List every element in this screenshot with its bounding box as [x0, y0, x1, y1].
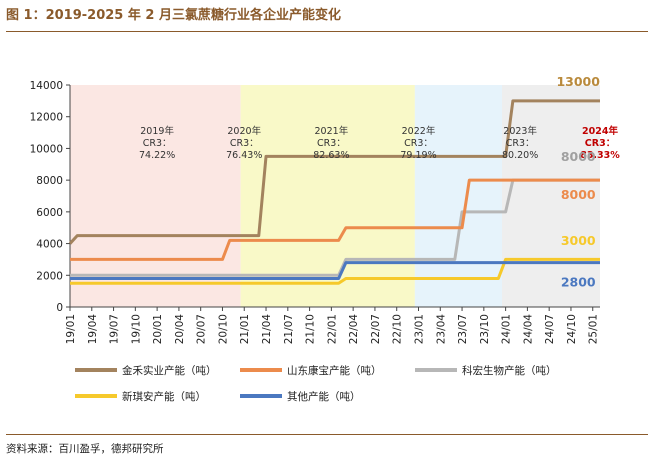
x-tick-label: 25/01	[588, 314, 600, 344]
series-line-3	[70, 178, 600, 277]
x-tick-label: 21/07	[283, 314, 295, 344]
cr3-annotation-6-line-2: CR3：	[585, 138, 615, 149]
x-tick-label: 21/01	[239, 314, 251, 344]
cr3-annotation-2-line-3: 76.43%	[226, 150, 262, 161]
series-line-2	[70, 178, 600, 261]
value-label-5: 2800	[561, 274, 596, 289]
x-tick-label: 22/10	[392, 314, 404, 344]
y-tick-label: 6000	[36, 207, 63, 219]
x-tick-label: 21/10	[305, 314, 317, 344]
y-tick-label: 2000	[36, 270, 63, 282]
series-line-4	[70, 257, 600, 285]
x-tick-label: 20/07	[196, 314, 208, 344]
y-tick-label: 8000	[36, 175, 63, 187]
cr3-annotation-5-line-3: 80.20%	[502, 150, 538, 161]
x-tick-label: 22/01	[326, 314, 338, 344]
cr3-annotation-6-line-1: 2024年	[582, 125, 618, 137]
cr3-annotation-1-line-3: 74.22%	[139, 150, 175, 161]
x-tick-label: 20/10	[217, 314, 229, 344]
cr3-annotation-5-line-1: 2023年	[503, 125, 537, 137]
x-tick-label: 23/07	[457, 314, 469, 344]
cr3-annotation-1-line-2: CR3：	[143, 138, 172, 149]
x-tick-label: 22/04	[348, 314, 360, 345]
y-tick-label: 10000	[30, 143, 63, 155]
x-tick-label: 20/01	[152, 314, 164, 344]
x-tick-label: 23/04	[435, 314, 447, 345]
cr3-annotation-2-line-1: 2020年	[227, 125, 261, 137]
y-tick-label: 0	[56, 302, 63, 314]
cr3-annotation-3-line-3: 82.63%	[313, 150, 349, 161]
shaded-period-1	[70, 85, 241, 307]
x-tick-label: 24/04	[522, 314, 534, 345]
x-tick-label: 19/04	[87, 314, 99, 345]
cr3-annotation-4-line-1: 2022年	[402, 125, 436, 137]
title-rule	[6, 31, 648, 32]
shaded-period-3	[414, 85, 502, 307]
x-tick-label: 23/01	[413, 314, 425, 344]
x-tick-label: 19/07	[109, 314, 121, 344]
cr3-annotation-3-line-2: CR3：	[317, 138, 346, 149]
y-tick-label: 4000	[36, 239, 63, 251]
figure-title: 图 1：2019-2025 年 2 月三氯蔗糖行业各企业产能变化	[6, 8, 341, 23]
y-tick-label: 12000	[30, 112, 63, 124]
shaded-period-2	[240, 85, 415, 307]
x-tick-label: 22/07	[370, 314, 382, 344]
value-label-2: 8000	[561, 149, 596, 164]
cr3-annotation-4-line-3: 79.19%	[400, 150, 436, 161]
cr3-annotation-1-line-1: 2019年	[140, 125, 174, 137]
x-tick-label: 23/10	[479, 314, 491, 344]
source-rule	[6, 434, 648, 435]
cr3-annotation-6-line-3: 83.33%	[580, 150, 620, 161]
value-label-3: 8000	[561, 187, 596, 202]
value-label-4: 3000	[561, 233, 596, 248]
series-line-1	[68, 99, 600, 245]
y-tick-label: 14000	[30, 80, 63, 92]
shaded-period-4	[501, 85, 600, 307]
x-tick-label: 19/10	[130, 314, 142, 344]
series-line-5	[70, 261, 600, 280]
x-tick-label: 24/01	[501, 314, 513, 344]
value-label-1: 13000	[556, 74, 600, 89]
x-tick-label: 21/04	[261, 314, 273, 345]
cr3-annotation-3-line-1: 2021年	[315, 125, 349, 137]
x-tick-label: 20/04	[174, 314, 186, 345]
x-tick-label: 24/07	[544, 314, 556, 344]
source-note: 资料来源：百川盈孚，德邦研究所	[6, 443, 164, 455]
x-tick-label: 24/10	[566, 314, 578, 344]
cr3-annotation-4-line-2: CR3：	[404, 138, 433, 149]
x-tick-label: 19/01	[65, 314, 77, 344]
cr3-annotation-5-line-2: CR3：	[506, 138, 535, 149]
cr3-annotation-2-line-2: CR3：	[230, 138, 259, 149]
